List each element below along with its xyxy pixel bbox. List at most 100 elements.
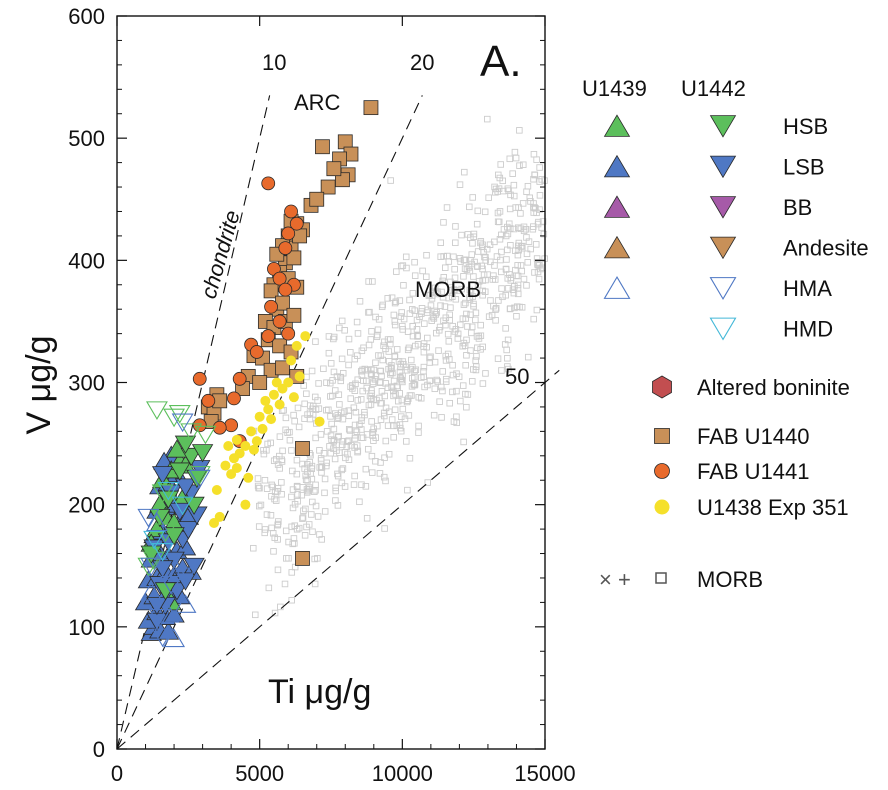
morb-point bbox=[389, 422, 397, 430]
x-tick-label: 0 bbox=[111, 761, 123, 786]
morb-point bbox=[369, 432, 376, 439]
data-point bbox=[243, 472, 254, 483]
morb-point bbox=[302, 472, 309, 480]
legend-row-hma: HMA bbox=[603, 276, 832, 301]
morb-point bbox=[336, 401, 343, 408]
data-point bbox=[211, 485, 222, 496]
morb-point bbox=[301, 532, 309, 539]
ratio-line-10 bbox=[116, 95, 271, 750]
morb-point bbox=[309, 528, 316, 535]
morb-point bbox=[261, 476, 269, 484]
morb-point bbox=[442, 314, 450, 322]
morb-point bbox=[372, 372, 380, 379]
morb-point bbox=[468, 329, 475, 337]
morb-point bbox=[503, 256, 510, 263]
morb-point bbox=[392, 391, 399, 398]
ratio-label-20: 20 bbox=[410, 50, 434, 75]
morb-point bbox=[418, 374, 425, 381]
morb-point bbox=[255, 523, 263, 530]
morb-point bbox=[530, 200, 537, 207]
morb-point bbox=[475, 332, 482, 340]
morb-point bbox=[424, 334, 431, 342]
morb-point bbox=[400, 282, 407, 289]
morb-point bbox=[299, 514, 307, 521]
morb-point bbox=[411, 367, 418, 375]
data-point bbox=[286, 250, 302, 266]
morb-point bbox=[459, 382, 467, 389]
morb-point bbox=[327, 413, 334, 420]
morb-point bbox=[353, 428, 361, 435]
data-point bbox=[143, 551, 166, 571]
data-point bbox=[246, 426, 257, 437]
morb-point bbox=[294, 497, 301, 505]
morb-point bbox=[325, 349, 333, 357]
morb-point bbox=[462, 315, 469, 322]
morb-point bbox=[394, 384, 401, 391]
data-point bbox=[292, 228, 308, 244]
morb-point bbox=[408, 356, 415, 364]
morb-point bbox=[516, 162, 523, 169]
morb-point bbox=[363, 431, 371, 438]
morb-point bbox=[350, 481, 358, 488]
morb-point bbox=[447, 278, 454, 286]
morb-point bbox=[457, 397, 464, 405]
legend-marker bbox=[654, 428, 670, 444]
morb-point bbox=[460, 438, 467, 446]
morb-point bbox=[504, 355, 511, 362]
morb-point bbox=[312, 338, 319, 345]
series-u1439-hma bbox=[140, 512, 197, 648]
morb-point bbox=[315, 380, 322, 387]
morb-point bbox=[369, 278, 376, 285]
morb-point bbox=[504, 363, 511, 370]
x-tick-label: 10000 bbox=[372, 761, 433, 786]
morb-point bbox=[506, 305, 514, 313]
axes: 0 5000 10000 15000 0 100 200 300 400 500 600 bbox=[68, 4, 575, 786]
morb-point bbox=[397, 375, 404, 382]
data-point bbox=[288, 392, 299, 403]
morb-point bbox=[445, 294, 453, 302]
morb-point bbox=[462, 299, 469, 307]
morb-point bbox=[430, 411, 438, 419]
morb-point bbox=[345, 412, 353, 420]
data-point bbox=[261, 329, 276, 343]
morb-point bbox=[504, 230, 512, 238]
morb-point bbox=[293, 470, 301, 478]
morb-point bbox=[363, 515, 371, 522]
morb-point bbox=[482, 370, 489, 377]
morb-point bbox=[458, 231, 465, 239]
morb-point bbox=[347, 395, 354, 402]
morb-point bbox=[485, 194, 492, 201]
legend-label: MORB bbox=[697, 567, 763, 592]
legend-row-fab-u1441: FAB U1441 bbox=[654, 459, 810, 484]
legend-marker bbox=[652, 375, 672, 399]
morb-point bbox=[513, 272, 520, 279]
data-point bbox=[264, 299, 278, 314]
morb-point bbox=[490, 272, 497, 279]
morb-point bbox=[345, 425, 353, 433]
morb-point bbox=[488, 311, 496, 319]
morb-point bbox=[385, 348, 393, 355]
morb-point bbox=[531, 269, 538, 276]
morb-point bbox=[366, 392, 374, 400]
morb-point bbox=[427, 302, 435, 309]
morb-point bbox=[309, 402, 317, 410]
morb-point bbox=[318, 536, 325, 543]
data-point bbox=[263, 283, 279, 299]
morb-point bbox=[533, 306, 541, 314]
morb-point bbox=[293, 456, 301, 464]
morb-point bbox=[333, 373, 341, 380]
morb-point bbox=[354, 397, 362, 404]
morb-point bbox=[451, 265, 458, 273]
morb-point bbox=[489, 276, 497, 283]
series-u1442-hma bbox=[137, 413, 211, 648]
morb-point bbox=[379, 301, 386, 309]
morb-point bbox=[361, 365, 369, 373]
ratio-label-50: 50 bbox=[505, 364, 529, 389]
series-u1442-hmd bbox=[143, 481, 194, 562]
morb-point bbox=[372, 359, 379, 366]
morb-point bbox=[254, 475, 262, 482]
morb-point bbox=[478, 262, 485, 270]
morb-point bbox=[466, 203, 473, 211]
morb-point bbox=[382, 404, 390, 412]
morb-point bbox=[299, 460, 306, 468]
